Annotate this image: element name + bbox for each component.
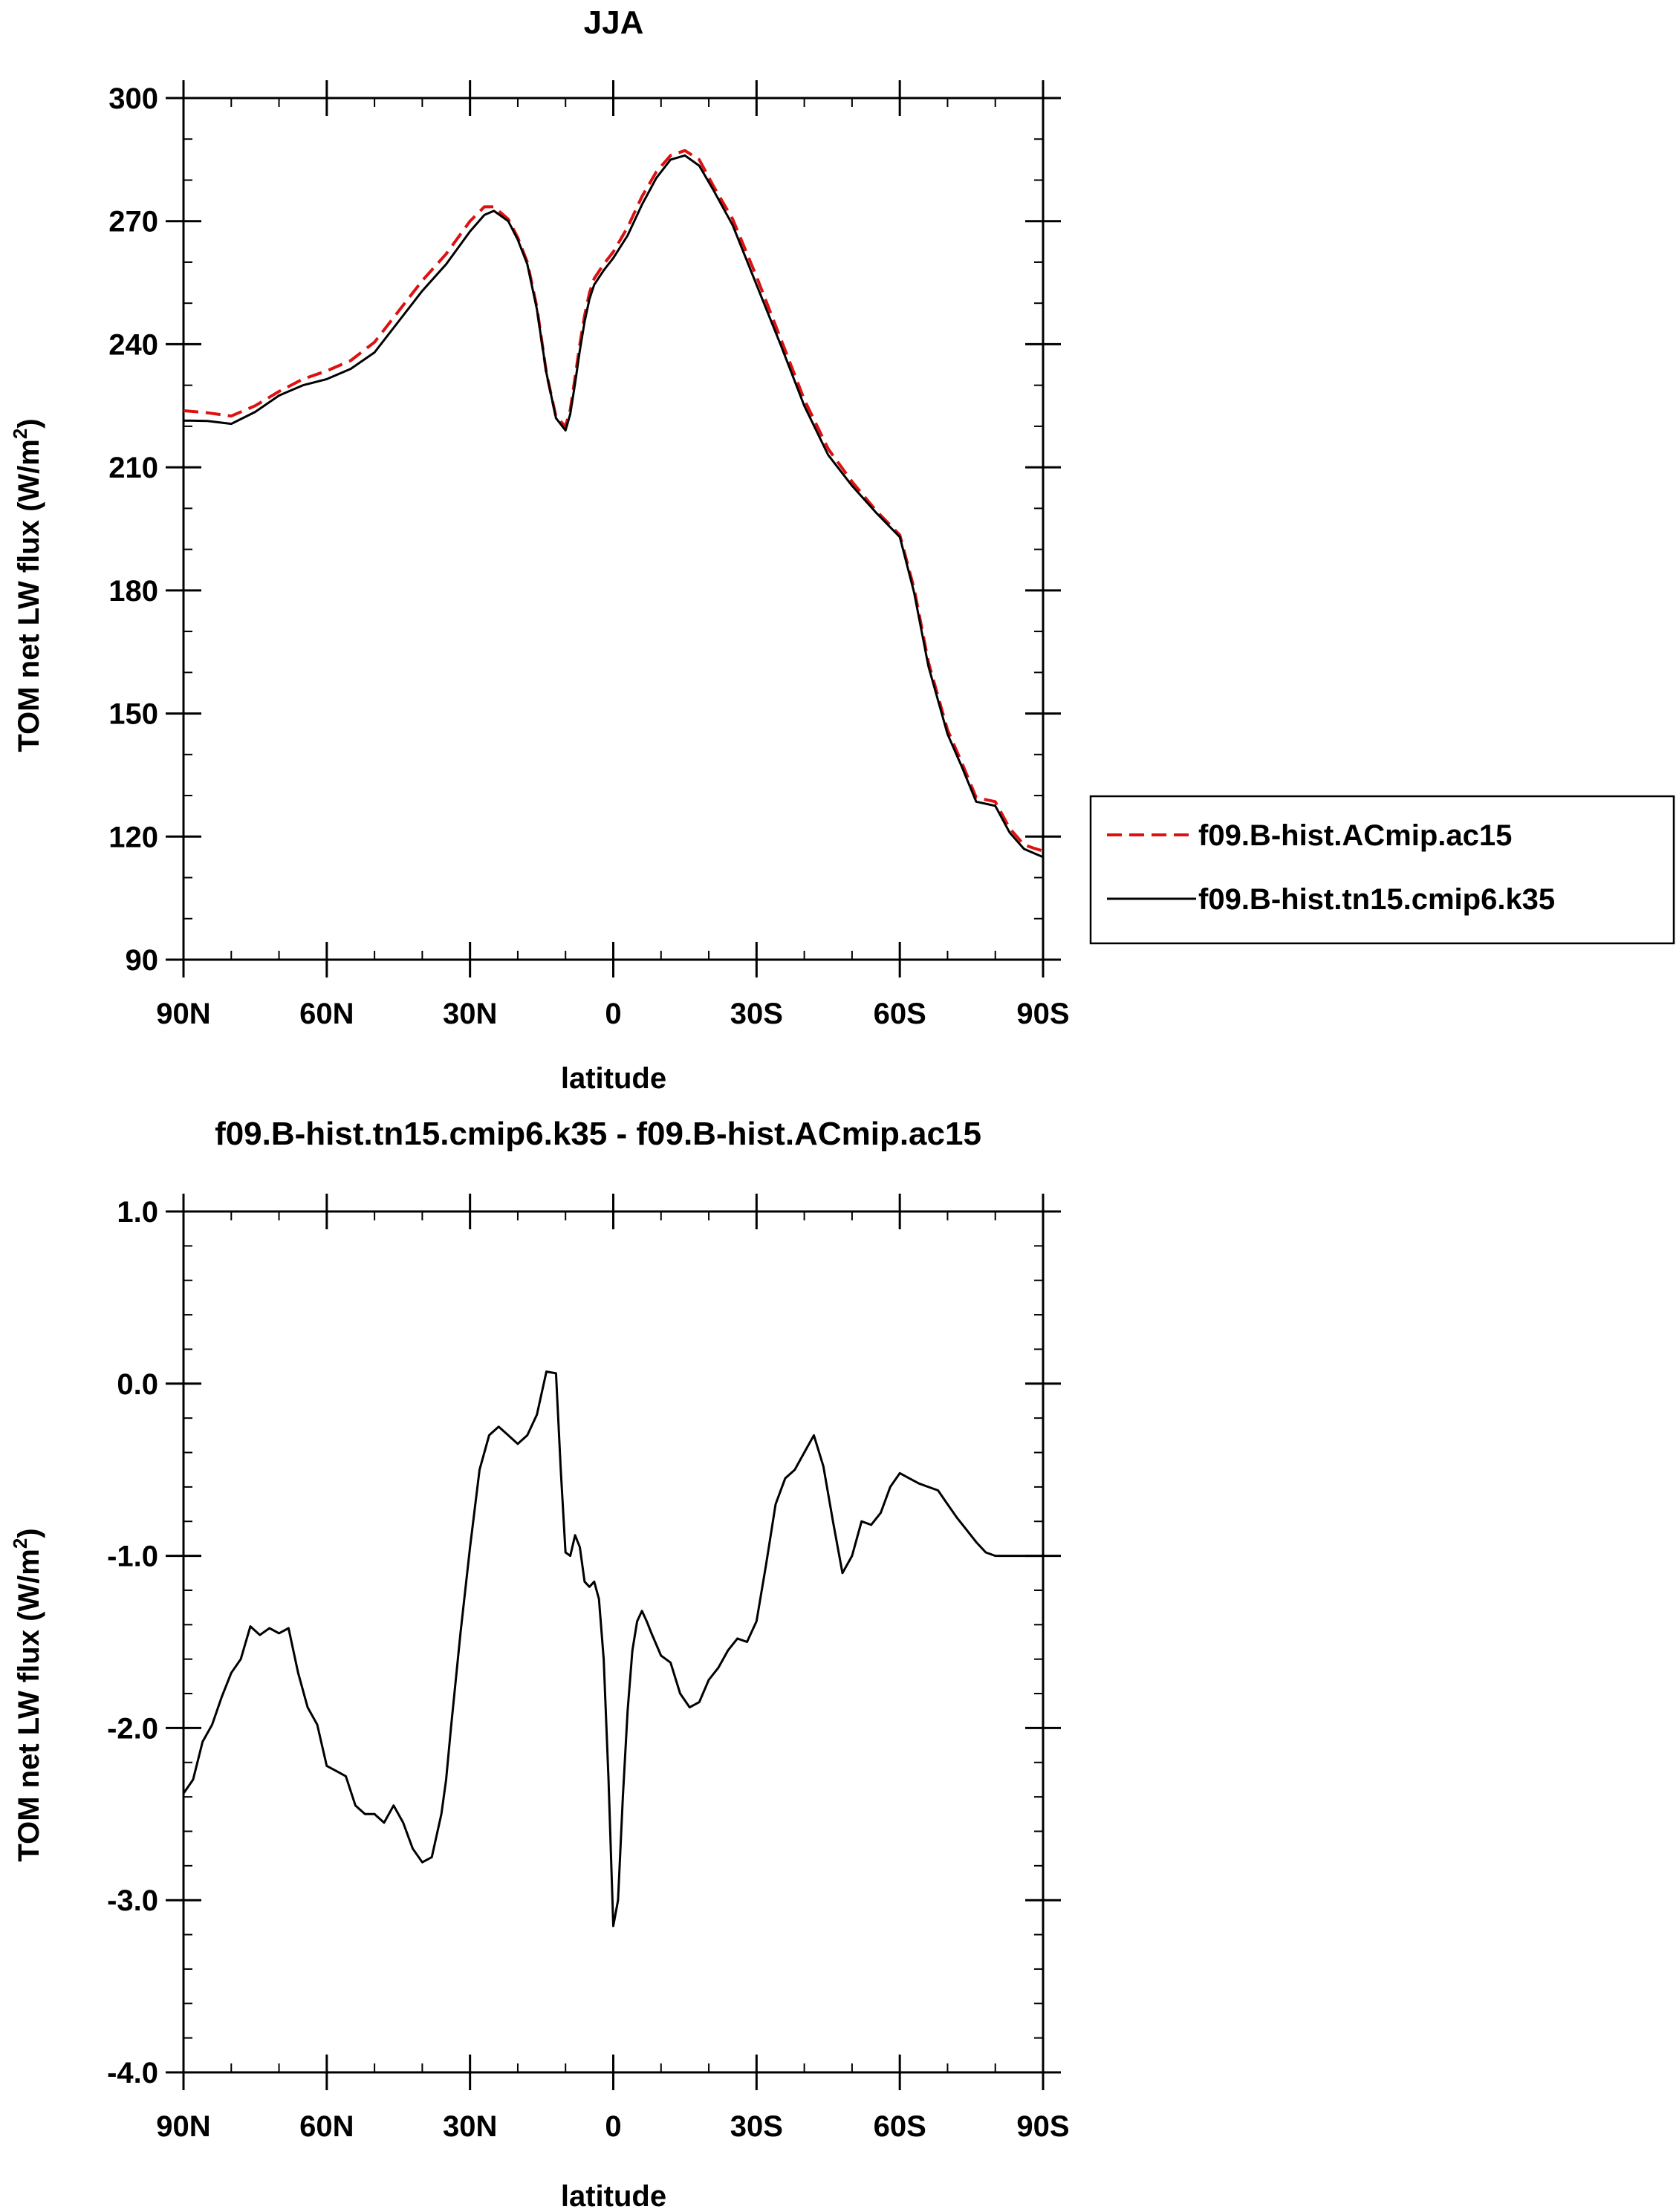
bottom-panel: f09.B-hist.tn15.cmip6.k35 - f09.B-hist.A… [9,1116,1070,2212]
top-series-line-2 [184,154,1043,859]
top-y-tick-label: 90 [126,944,159,977]
bottom-y-axis-label-superscript: 2 [9,1538,31,1549]
bottom-y-axis-label-text: TOM net LW flux (W/m [13,1549,45,1861]
bottom-y-tick-label: 0.0 [117,1368,158,1401]
bottom-y-tick-label: -2.0 [107,1712,158,1745]
top-y-tick-label: 150 [108,698,158,731]
bottom-x-tick-label: 90N [156,2110,210,2143]
bottom-x-tick-label: 60N [299,2110,354,2143]
top-x-tick-label: 60N [299,998,354,1030]
top-x-tick-label: 90N [156,998,210,1030]
top-y-tick-label: 270 [108,206,158,238]
top-y-axis-label-superscript: 2 [9,429,31,439]
legend-box [1089,795,1675,945]
top-y-tick-label: 180 [108,575,158,608]
top-chart-title: JJA [584,4,644,41]
top-plot-frame [182,97,1045,961]
top-x-tick-label: 60S [874,998,926,1030]
bottom-x-tick-label: 30N [443,2110,497,2143]
legend-label-tn15: f09.B-hist.tn15.cmip6.k35 [1198,883,1555,916]
bottom-y-tick-label: -4.0 [107,2057,158,2089]
bottom-y-tick-label: 1.0 [117,1196,158,1229]
top-x-tick-label: 30S [730,998,783,1030]
bottom-series-line-1 [184,1370,1043,1928]
top-y-tick-label: 210 [108,452,158,484]
legend-label-acmip: f09.B-hist.ACmip.ac15 [1198,819,1512,852]
bottom-plot-frame [182,1210,1045,2074]
bottom-y-axis-label: TOM net LW flux (W/m2) [9,1528,45,1861]
top-y-axis-label-text: TOM net LW flux (W/m [13,439,45,752]
bottom-y-tick-label: -3.0 [107,1884,158,1917]
top-y-tick-label: 300 [108,82,158,115]
top-x-tick-label: 90S [1016,998,1069,1030]
bottom-y-axis-label-close: ) [13,1528,45,1538]
top-series-line-1 [184,149,1043,853]
bottom-x-tick-label: 0 [605,2110,621,2143]
top-x-axis-label: latitude [561,1062,666,1095]
bottom-chart-title: f09.B-hist.tn15.cmip6.k35 - f09.B-hist.A… [215,1116,981,1152]
bottom-y-tick-label: -1.0 [107,1541,158,1573]
legend: f09.B-hist.ACmip.ac15 f09.B-hist.tn15.cm… [1089,795,1675,945]
bottom-x-tick-label: 90S [1016,2110,1069,2143]
top-x-tick-label: 0 [605,998,621,1030]
top-y-axis-label-close: ) [13,418,45,428]
top-plot-area: 90 120 150 180 210 240 270 300 90N 60N 30N 0 30S 60S 9… [108,80,1070,1030]
bottom-x-axis-label: latitude [561,2180,666,2212]
top-y-tick-label: 120 [108,821,158,853]
bottom-x-tick-label: 60S [874,2110,926,2143]
bottom-plot-area: -4.0 -3.0 -2.0 -1.0 0.0 1.0 90N 60N 30N 0 30S 60S 90… [107,1194,1070,2143]
top-panel: JJA 90 120 150 180 210 240 270 300 90N 60N 30N 0 30S… [9,4,1675,1095]
top-y-tick-label: 240 [108,328,158,361]
bottom-x-tick-label: 30S [730,2110,783,2143]
top-x-tick-label: 30N [443,998,497,1030]
top-y-axis-label: TOM net LW flux (W/m2) [9,418,45,752]
